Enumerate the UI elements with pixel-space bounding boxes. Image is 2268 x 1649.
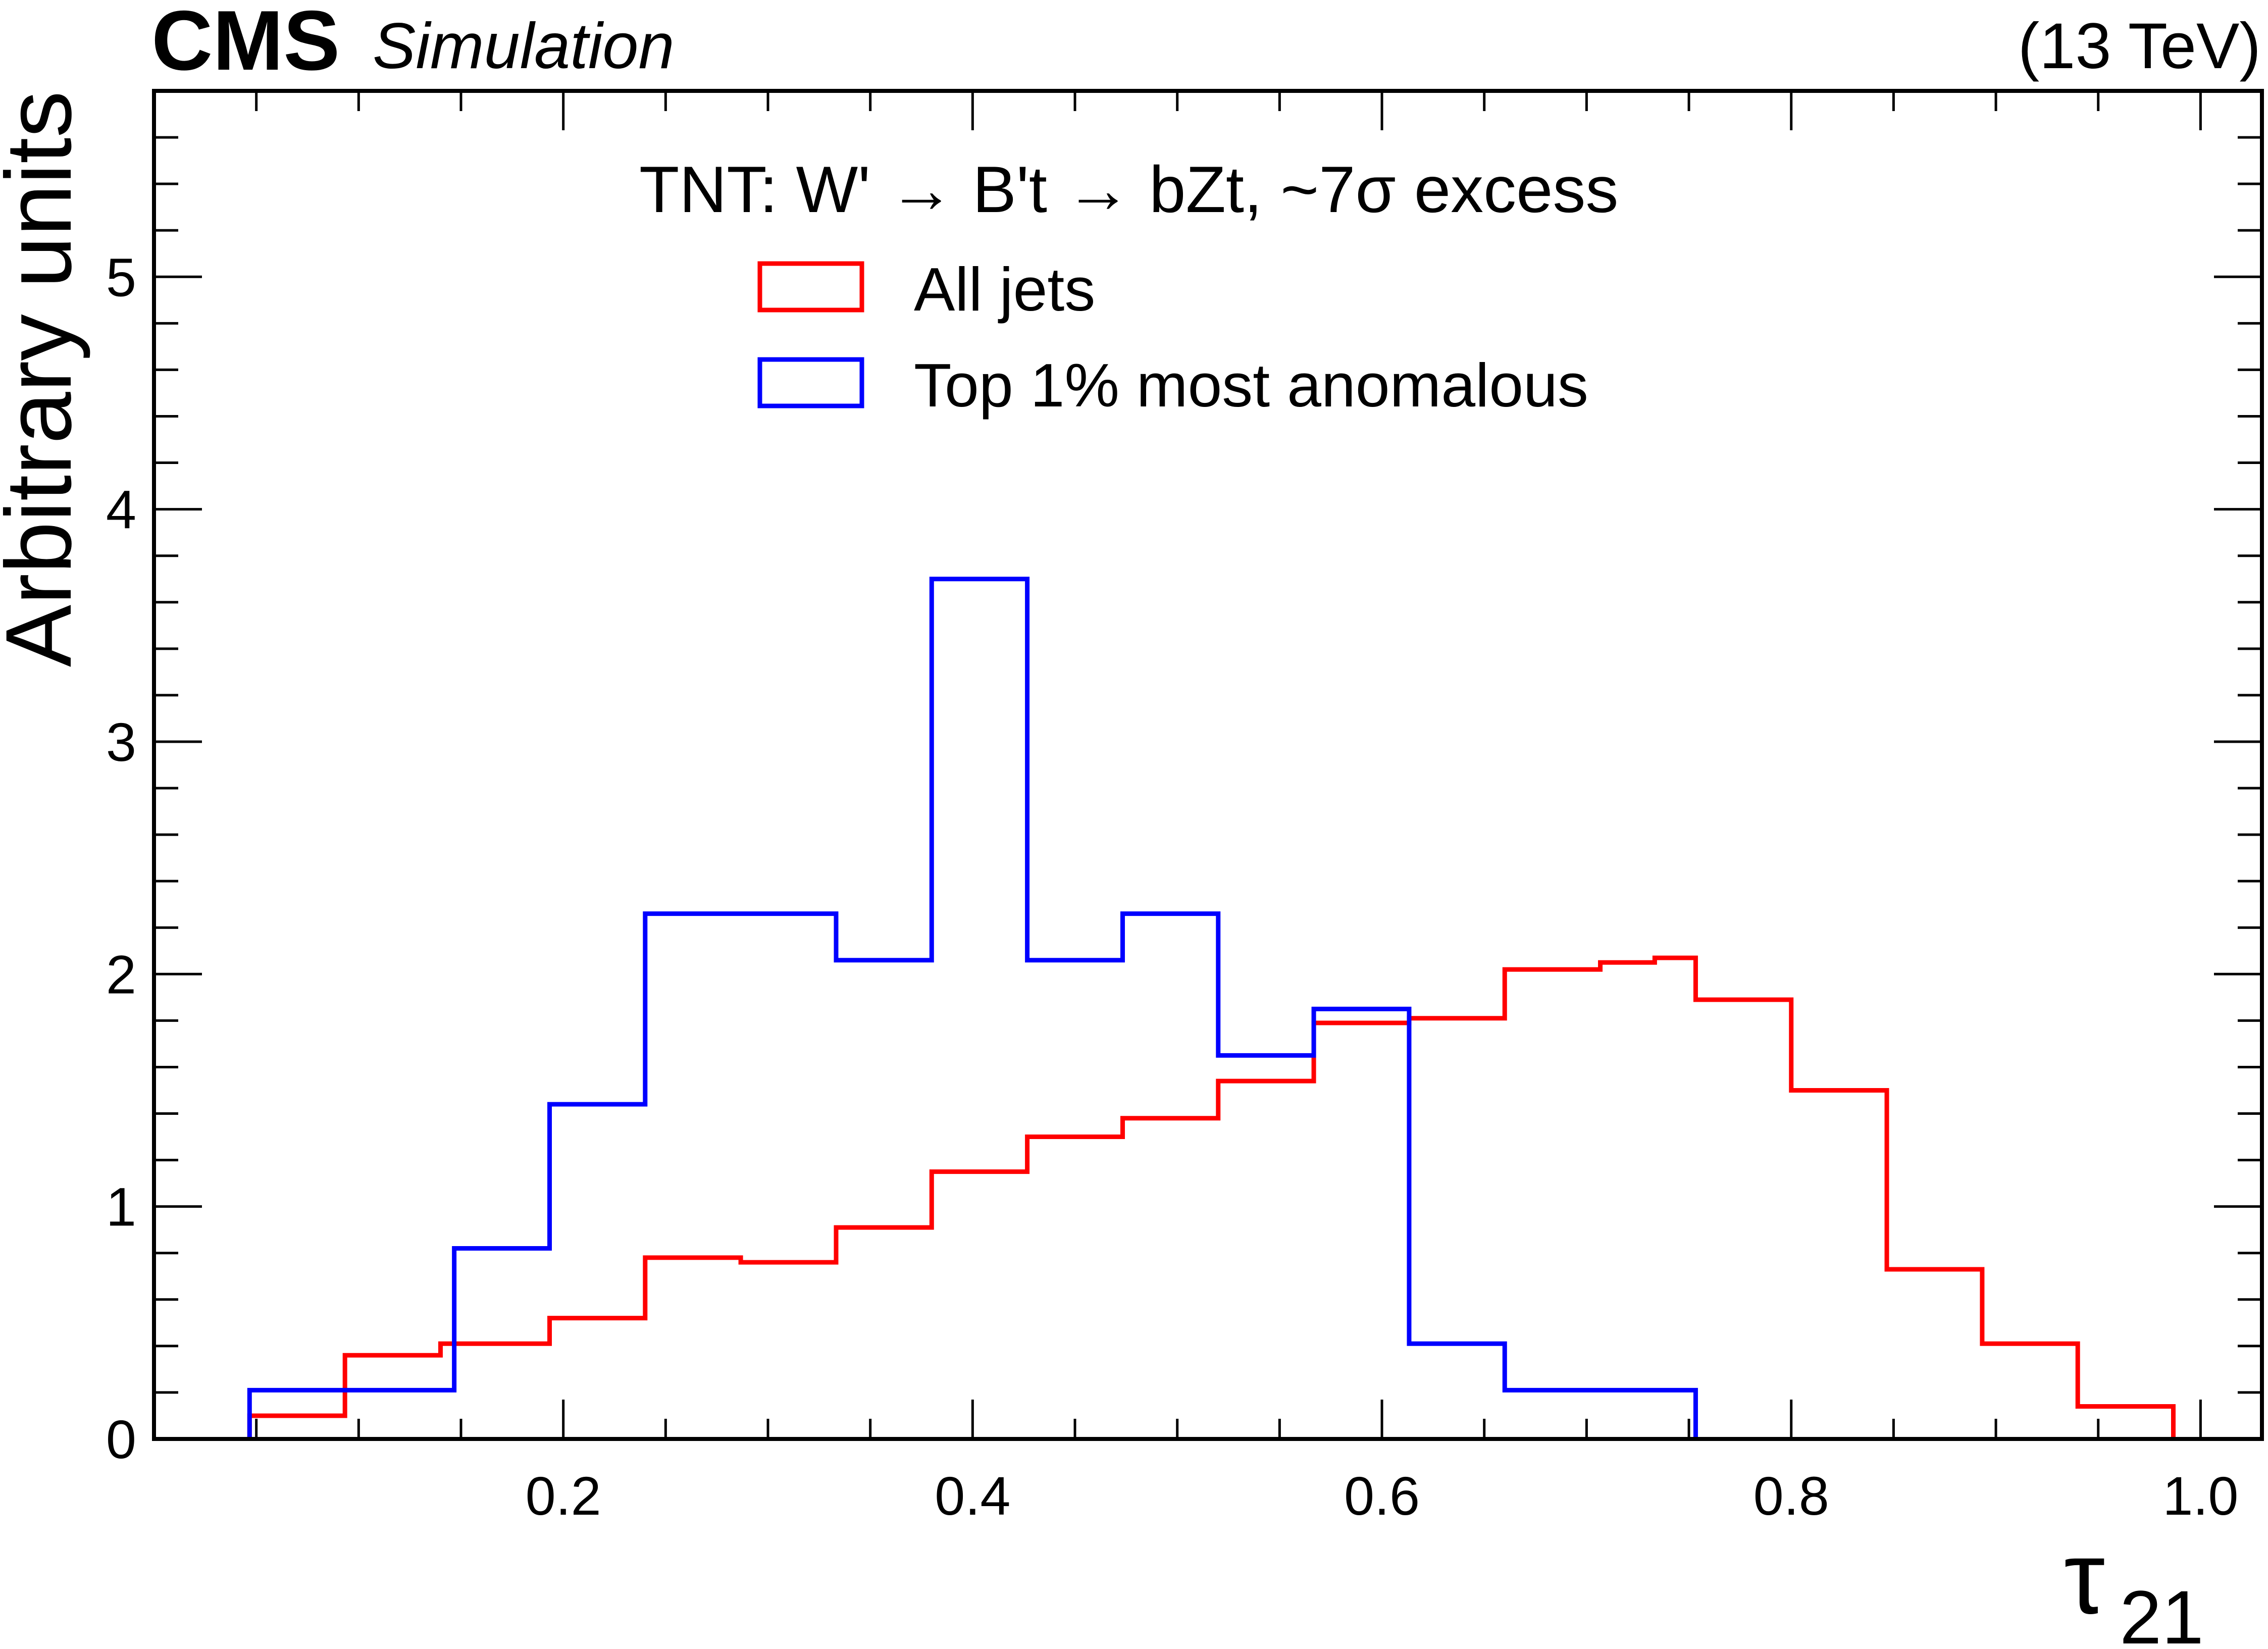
legend-swatch-all-jets [757,261,864,313]
experiment-label: CMS [151,0,340,88]
x-tick-label: 0.6 [1344,1465,1420,1526]
x-tick-label: 0.8 [1754,1465,1829,1526]
x-axis-label-subscript: 21 [2120,1575,2204,1649]
legend-swatch-top-anomalous [757,357,864,408]
data-series [247,577,2176,1439]
x-tick-label: 0.2 [526,1465,601,1526]
legend-label-top-anomalous: Top 1% most anomalous [914,351,1588,420]
plot-frame [152,89,2264,1441]
y-tick-label: 0 [106,1409,136,1470]
y-tick-label: 5 [106,246,136,307]
legend-label-all-jets: All jets [914,255,1095,324]
y-tick-label: 3 [106,711,136,772]
energy-label: (13 TeV) [2018,10,2261,82]
legend-header: TNT: W' → B't → bZt, ~7σ excess [639,152,1618,226]
status-label: Simulation [373,10,675,82]
legend: All jets Top 1% most anomalous [757,255,1588,420]
y-tick-label: 1 [106,1176,136,1238]
x-tick-label: 0.4 [935,1465,1010,1526]
y-tick-label: 4 [106,479,136,540]
x-tick-label: 1.0 [2162,1465,2238,1526]
series-all-jets-line [247,955,2176,1439]
series-top-anomalous-line [247,577,1698,1439]
x-axis-label: τ [2064,1520,2105,1635]
y-tick-label: 2 [106,944,136,1005]
y-axis-label: Arbitrary units [0,91,91,667]
